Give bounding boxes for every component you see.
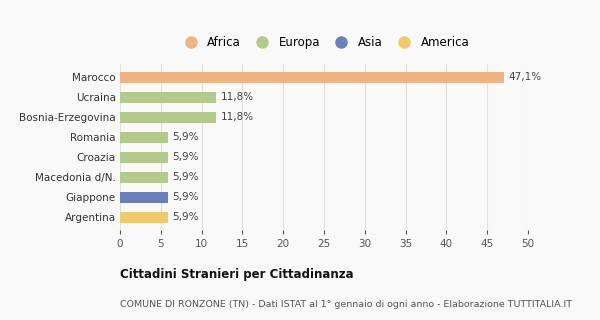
Text: 5,9%: 5,9% xyxy=(172,132,199,142)
Text: 5,9%: 5,9% xyxy=(172,172,199,182)
Text: 47,1%: 47,1% xyxy=(508,72,542,82)
Text: 11,8%: 11,8% xyxy=(220,112,253,122)
Text: 5,9%: 5,9% xyxy=(172,212,199,222)
Text: 5,9%: 5,9% xyxy=(172,152,199,162)
Bar xyxy=(120,192,168,203)
Legend: Africa, Europa, Asia, America: Africa, Europa, Asia, America xyxy=(176,33,472,51)
Bar xyxy=(120,92,216,103)
Bar xyxy=(120,112,216,123)
Bar xyxy=(120,172,168,183)
Text: 5,9%: 5,9% xyxy=(172,192,199,202)
Bar xyxy=(120,72,505,83)
Bar xyxy=(120,152,168,163)
Bar xyxy=(120,212,168,223)
Bar xyxy=(120,132,168,143)
Text: Cittadini Stranieri per Cittadinanza: Cittadini Stranieri per Cittadinanza xyxy=(120,268,353,281)
Text: COMUNE DI RONZONE (TN) - Dati ISTAT al 1° gennaio di ogni anno - Elaborazione TU: COMUNE DI RONZONE (TN) - Dati ISTAT al 1… xyxy=(120,300,572,309)
Text: 11,8%: 11,8% xyxy=(220,92,253,102)
